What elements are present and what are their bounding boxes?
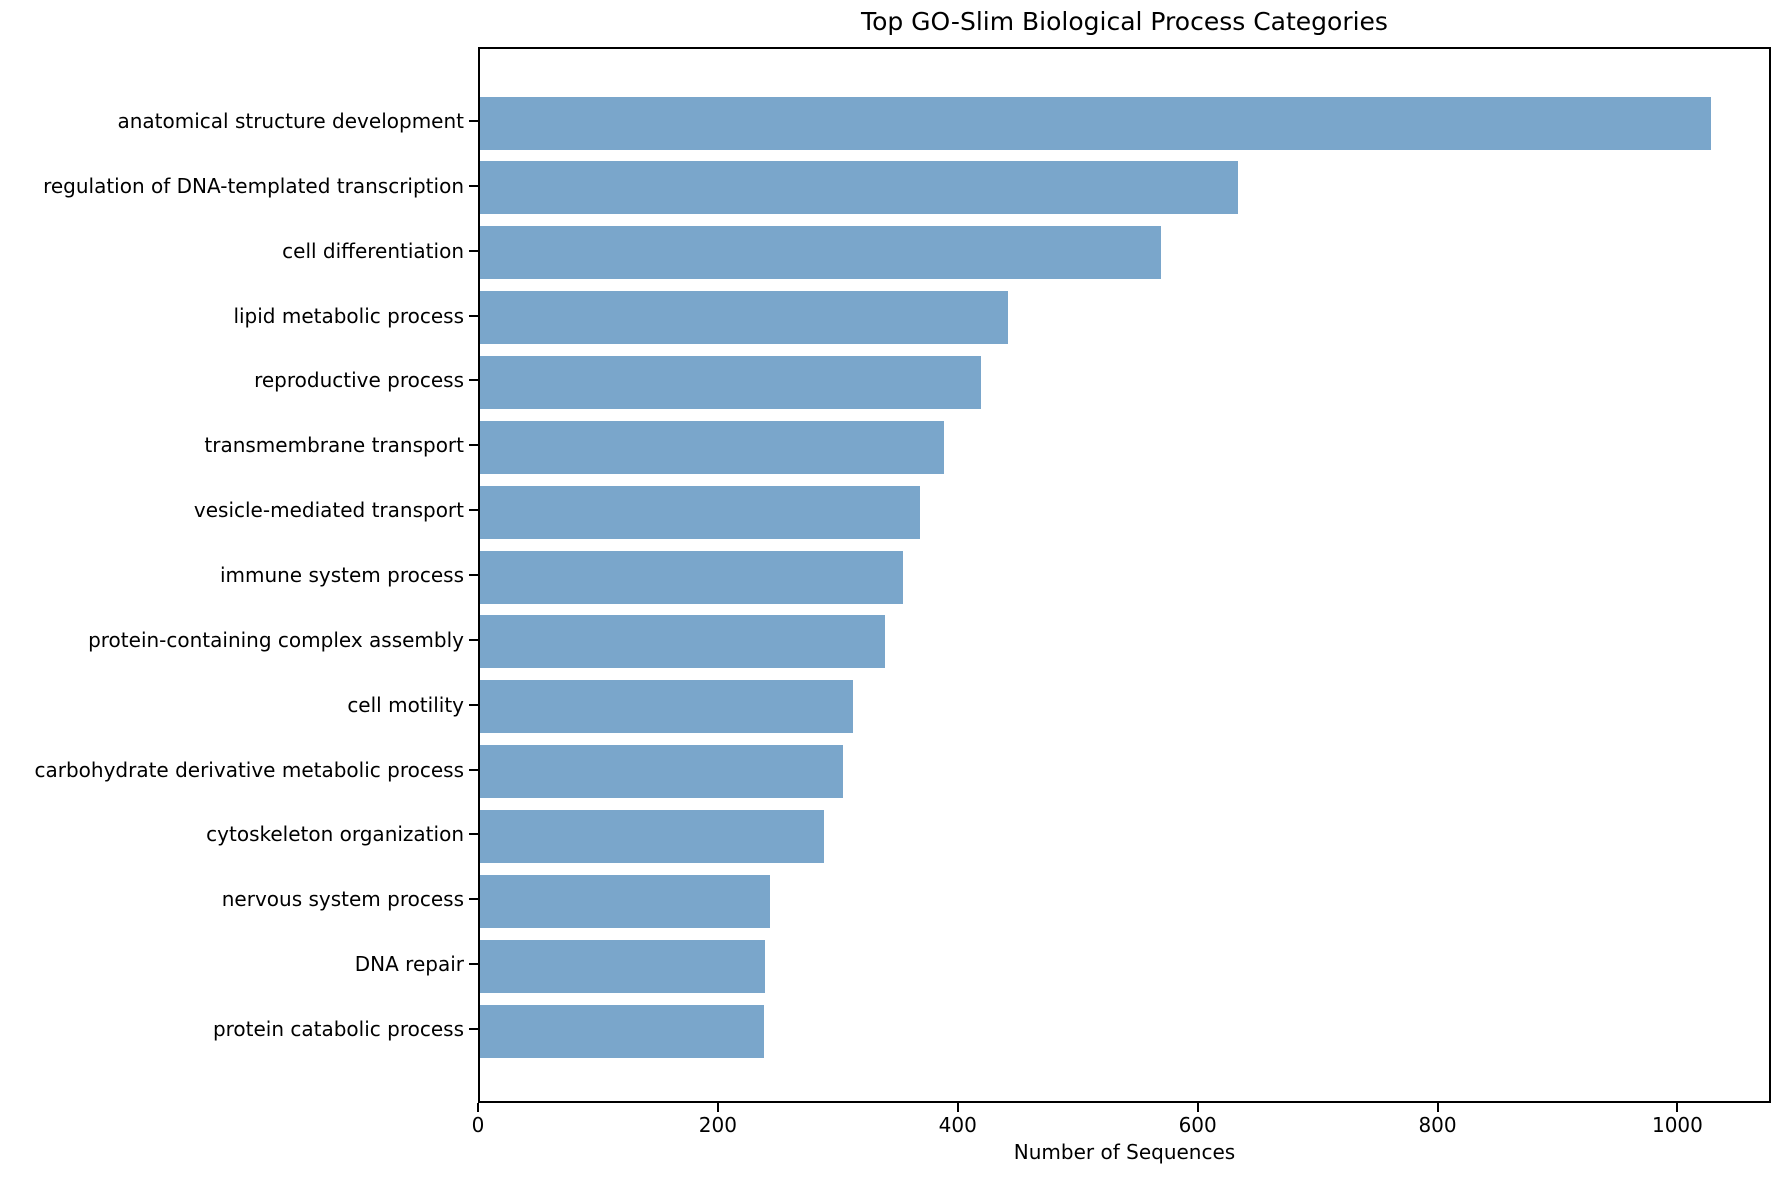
bar (480, 745, 844, 799)
bar (480, 809, 825, 863)
y-tick-mark (469, 574, 478, 576)
y-tick-mark (469, 703, 478, 706)
category-label: protein-containing complex assembly (88, 627, 464, 652)
bar (480, 291, 1008, 345)
y-tick-mark (469, 509, 478, 512)
x-tick-mark (716, 1103, 719, 1112)
category-label: lipid metabolic process (233, 303, 464, 328)
category-label: cell differentiation (282, 238, 464, 263)
category-label: cytoskeleton organization (206, 822, 464, 847)
y-tick-mark (469, 898, 478, 901)
category-label: cell motility (347, 692, 464, 717)
x-tick-label: 200 (698, 1113, 737, 1137)
category-label: protein catabolic process (212, 1017, 464, 1041)
category-label: vesicle-mediated transport (193, 498, 464, 523)
plot-area (478, 47, 1771, 1103)
bar (480, 485, 921, 539)
bar (480, 161, 1239, 215)
y-tick-mark (469, 1028, 478, 1030)
category-label: DNA repair (354, 952, 464, 977)
chart-title: Top GO-Slim Biological Process Categorie… (861, 7, 1388, 36)
y-tick-mark (469, 444, 478, 447)
bar (480, 355, 982, 409)
category-label: regulation of DNA-templated transcriptio… (43, 173, 464, 198)
x-tick-mark (477, 1103, 479, 1112)
y-tick-mark (469, 379, 478, 382)
bar (480, 615, 886, 669)
x-tick-label: 0 (471, 1113, 485, 1137)
y-tick-mark (469, 120, 478, 122)
x-tick-label: 400 (938, 1113, 977, 1137)
x-tick-label: 1000 (1651, 1113, 1703, 1137)
bar (480, 420, 945, 474)
y-tick-mark (469, 184, 478, 187)
y-tick-mark (469, 833, 478, 836)
category-label: carbohydrate derivative metabolic proces… (34, 757, 464, 782)
category-label: transmembrane transport (204, 433, 464, 458)
category-label: anatomical structure development (117, 109, 464, 133)
bar (480, 550, 904, 604)
bar (480, 939, 766, 993)
y-tick-mark (469, 638, 478, 641)
x-tick-label: 800 (1418, 1113, 1457, 1137)
x-tick-mark (1436, 1103, 1439, 1112)
x-tick-mark (1196, 1103, 1199, 1112)
x-tick-mark (1676, 1103, 1679, 1112)
y-tick-mark (469, 314, 478, 317)
bar (480, 1004, 765, 1058)
bar (480, 874, 771, 928)
x-tick-mark (956, 1103, 959, 1112)
y-tick-mark (469, 963, 478, 966)
category-label: reproductive process (254, 368, 464, 393)
category-label: immune system process (219, 563, 464, 587)
y-tick-mark (469, 249, 478, 252)
y-tick-mark (469, 768, 478, 771)
category-label: nervous system process (221, 887, 464, 912)
bar (480, 226, 1162, 280)
bar (480, 96, 1711, 150)
bar (480, 680, 854, 734)
x-axis-label: Number of Sequences (1013, 1140, 1236, 1164)
x-tick-label: 600 (1178, 1113, 1217, 1137)
